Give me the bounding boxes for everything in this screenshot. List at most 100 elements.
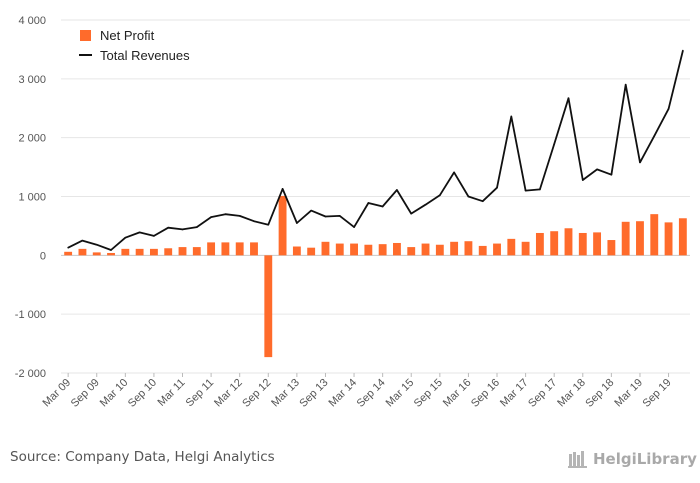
total-revenues-point — [338, 215, 341, 217]
total-revenues-point — [153, 235, 155, 237]
y-tick-label: 0 — [40, 250, 46, 262]
x-tick-label: Mar 13 — [269, 377, 302, 410]
net-profit-bar — [435, 244, 444, 256]
net-profit-bar — [650, 214, 659, 256]
total-revenues-point — [324, 215, 327, 218]
net-profit-bar — [78, 248, 87, 256]
x-tick-label: Sep 18 — [583, 377, 616, 410]
x-tick-label: Mar 19 — [612, 377, 645, 410]
x-tick-label: Sep 19 — [641, 377, 674, 410]
x-tick-label: Mar 09 — [41, 377, 74, 410]
net-profit-bar — [250, 242, 258, 256]
gridlines — [61, 19, 690, 374]
net-profit-bar — [221, 242, 230, 256]
total-revenues-point — [210, 216, 212, 218]
total-revenues-point — [424, 203, 427, 206]
net-profit-bar — [450, 241, 459, 256]
total-revenues-point — [110, 249, 112, 251]
total-revenues-point — [524, 189, 527, 192]
net-profit-bar — [64, 251, 73, 256]
net-profit-bar — [564, 228, 573, 256]
net-profit-bar — [292, 246, 301, 256]
x-tick-label: Mar 18 — [555, 377, 588, 410]
total-revenues-point — [653, 135, 656, 137]
net-profit-bar — [636, 221, 644, 256]
net-profit-bar — [507, 238, 516, 256]
brand-logo[interactable]: HelgiLibrary — [568, 448, 697, 470]
net-profit-bar — [378, 244, 387, 256]
net-profit-bar — [321, 241, 330, 256]
total-revenues-point — [124, 236, 127, 239]
total-revenues-point — [439, 194, 441, 197]
total-revenues-point — [81, 239, 84, 242]
net-profit-bar — [92, 252, 101, 256]
total-revenues-point — [381, 205, 384, 208]
total-revenues-point — [639, 161, 641, 164]
y-tick-label: -2 000 — [15, 368, 46, 380]
y-tick-label: 4 000 — [18, 15, 46, 27]
total-revenues-point — [396, 189, 398, 191]
net-profit-bar — [621, 221, 630, 256]
total-revenues-point — [596, 168, 598, 171]
net-profit-bar — [350, 243, 358, 256]
total-revenues-point — [310, 209, 312, 212]
net-profit-bar — [121, 248, 130, 256]
total-revenues-line — [67, 49, 684, 251]
net-profit-bar — [521, 241, 530, 256]
total-revenues-point — [567, 97, 570, 100]
net-profit-bar — [593, 232, 602, 256]
net-profit-bar — [535, 232, 544, 256]
total-revenues-point — [296, 222, 298, 224]
x-tick-label: Mar 16 — [441, 377, 474, 410]
chart-canvas: -2 000 -1 000 0 1 000 2 000 3 000 4 000 Mar 09… — [15, 15, 690, 410]
total-revenues-point — [267, 223, 270, 226]
net-profit-bar — [207, 242, 216, 256]
net-profit-bar — [421, 243, 430, 256]
total-revenues-point — [496, 186, 498, 189]
x-tick-label: Sep 17 — [526, 377, 559, 410]
net-profit-bar — [664, 222, 673, 256]
total-revenues-point — [67, 246, 69, 249]
net-profit-bar — [678, 218, 687, 256]
net-profit-bar — [149, 248, 158, 256]
x-tick-label: Mar 14 — [326, 377, 359, 410]
total-revenues-point — [581, 179, 584, 181]
legend-label-total-revenues: Total Revenues — [100, 48, 190, 63]
net-profit-bar — [493, 243, 501, 256]
net-profit-bar — [550, 231, 559, 256]
net-profit-bar — [278, 195, 287, 256]
brand-name: HelgiLibrary — [593, 450, 697, 468]
legend-swatch-net-profit — [80, 30, 91, 41]
total-revenues-point — [553, 143, 555, 145]
x-tick-label: Mar 12 — [212, 377, 245, 410]
net-profit-bars — [64, 195, 687, 358]
x-tick-label: Sep 09 — [69, 377, 102, 410]
net-profit-bar — [464, 241, 473, 256]
total-revenues-point — [281, 188, 284, 190]
net-profit-bar — [407, 247, 416, 256]
total-revenues-series-line — [67, 50, 684, 251]
total-revenues-point — [467, 195, 470, 198]
x-tick-label: Sep 12 — [240, 377, 273, 410]
total-revenues-point — [624, 83, 627, 86]
x-tick-label: Mar 17 — [498, 377, 531, 410]
x-tick-label: Sep 15 — [412, 377, 445, 410]
net-profit-bar — [107, 252, 115, 256]
net-profit-bar — [192, 247, 201, 256]
total-revenues-point — [95, 243, 98, 246]
net-profit-bar — [393, 242, 401, 256]
x-tick-label: Sep 13 — [297, 377, 330, 410]
net-profit-bar — [135, 248, 144, 256]
net-profit-bar — [578, 232, 587, 256]
net-profit-bar — [178, 247, 187, 256]
net-profit-bar — [235, 242, 244, 256]
total-revenues-point — [167, 226, 170, 229]
x-tick-label: Sep 14 — [355, 377, 388, 410]
net-profit-bar — [264, 255, 273, 358]
total-revenues-point — [224, 213, 227, 215]
x-tick-label: Mar 10 — [98, 377, 131, 410]
net-profit-bar — [164, 248, 173, 256]
total-revenues-point — [253, 220, 255, 223]
total-revenues-point — [238, 215, 241, 217]
